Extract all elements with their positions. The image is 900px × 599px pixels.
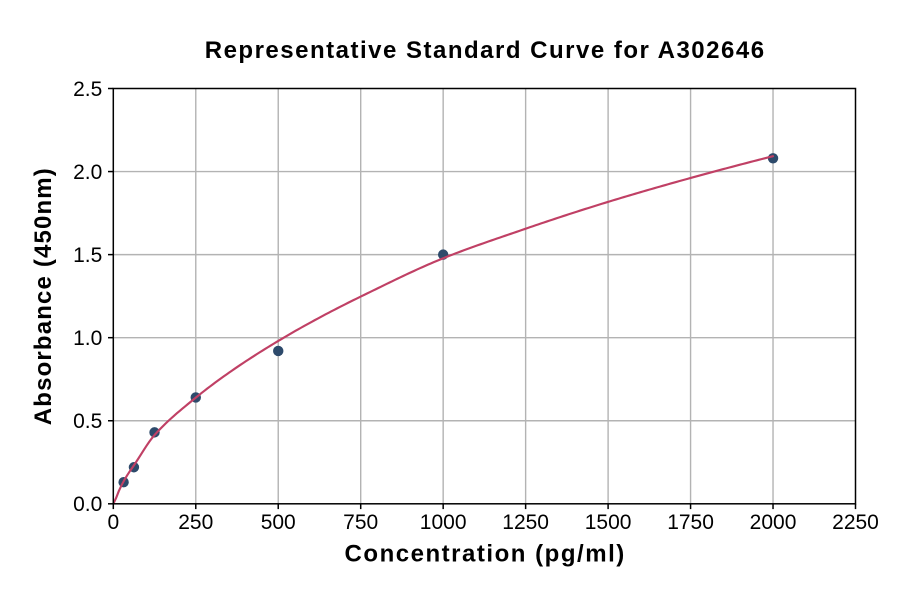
svg-text:0.5: 0.5 [73, 410, 102, 433]
svg-text:500: 500 [261, 511, 296, 534]
svg-text:1750: 1750 [667, 511, 714, 534]
svg-text:1500: 1500 [585, 511, 632, 534]
svg-text:750: 750 [343, 511, 378, 534]
svg-text:1000: 1000 [420, 511, 467, 534]
svg-text:2000: 2000 [750, 511, 797, 534]
svg-text:250: 250 [178, 511, 213, 534]
svg-text:Absorbance (450nm): Absorbance (450nm) [30, 167, 57, 425]
svg-text:1.5: 1.5 [73, 244, 102, 267]
svg-text:2.0: 2.0 [73, 161, 102, 184]
svg-text:2.5: 2.5 [73, 78, 102, 101]
svg-text:Representative Standard Curve: Representative Standard Curve for A30264… [205, 37, 766, 64]
svg-text:1.0: 1.0 [73, 327, 102, 350]
svg-text:2250: 2250 [832, 511, 879, 534]
svg-text:1250: 1250 [502, 511, 549, 534]
svg-text:0.0: 0.0 [73, 493, 102, 516]
svg-text:Concentration (pg/ml): Concentration (pg/ml) [345, 541, 626, 568]
svg-text:0: 0 [107, 511, 119, 534]
